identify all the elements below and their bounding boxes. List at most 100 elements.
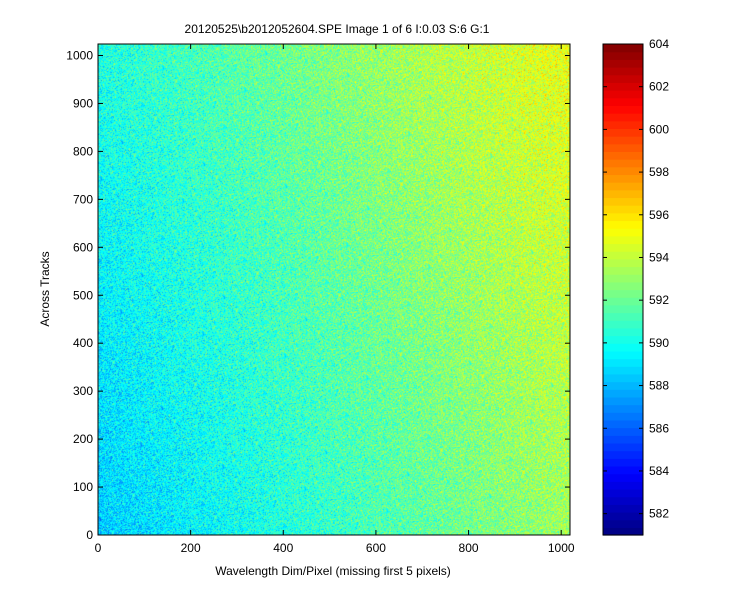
colorbar-step xyxy=(603,105,643,114)
y-tick-label: 100 xyxy=(73,480,93,494)
colorbar-step xyxy=(603,159,643,168)
colorbar-step xyxy=(603,419,643,429)
colorbar: 582 584 586 588 590 592 594 596 598 600 602 604 xyxy=(602,37,669,536)
colorbar-step xyxy=(603,396,643,406)
colorbar-step xyxy=(603,97,643,106)
colorbar-tick-label: 594 xyxy=(649,250,669,264)
colorbar-axis: 582 584 586 588 590 592 594 596 598 600 602 604 xyxy=(603,37,669,521)
plot-area: 0 200 400 600 800 1000 0 100 200 300 400 500 600 700… xyxy=(66,43,575,555)
colorbar-step xyxy=(603,90,643,99)
colorbar-step xyxy=(603,74,643,83)
colorbar-tick-label: 588 xyxy=(649,379,669,393)
y-tick-label: 200 xyxy=(73,432,93,446)
colorbar-step xyxy=(603,320,643,329)
y-tick-label: 400 xyxy=(73,336,93,350)
colorbar-step xyxy=(603,189,643,199)
y-tick-label: 1000 xyxy=(66,49,93,63)
colorbar-frame xyxy=(602,43,644,536)
colorbar-step xyxy=(603,197,643,206)
colorbar-step xyxy=(603,504,643,513)
colorbar-step xyxy=(603,44,643,53)
colorbar-step xyxy=(603,128,643,137)
y-tick-label: 800 xyxy=(73,144,93,158)
y-tick-label: 500 xyxy=(73,288,93,302)
colorbar-step xyxy=(603,496,643,505)
colorbar-step xyxy=(603,143,643,153)
colorbar-step xyxy=(603,511,643,521)
colorbar-tick-label: 604 xyxy=(649,37,669,51)
colorbar-step xyxy=(603,335,643,344)
x-tick-label: 200 xyxy=(181,541,201,555)
y-tick-label: 600 xyxy=(73,240,93,254)
colorbar-step xyxy=(603,450,643,459)
colorbar-step xyxy=(603,343,643,352)
colorbar-step xyxy=(603,381,643,390)
colorbar-step xyxy=(603,82,643,91)
colorbar-step xyxy=(603,350,643,360)
colorbar-step xyxy=(603,228,643,237)
colorbar-step xyxy=(603,519,643,528)
colorbar-tick-label: 598 xyxy=(649,165,669,179)
colorbar-step xyxy=(603,151,643,160)
colorbar-step xyxy=(603,304,643,314)
colorbar-step xyxy=(603,465,643,475)
x-tick-label: 400 xyxy=(273,541,293,555)
colorbar-step xyxy=(603,366,643,375)
y-axis-label: Across Tracks xyxy=(38,251,52,326)
colorbar-step xyxy=(603,120,643,129)
colorbar-gradient xyxy=(603,44,643,536)
x-axis-label: Wavelength Dim/Pixel (missing first 5 pi… xyxy=(215,564,451,578)
colorbar-step xyxy=(603,389,643,398)
colorbar-step xyxy=(603,174,643,183)
colorbar-step xyxy=(603,427,643,436)
colorbar-step xyxy=(603,442,643,452)
colorbar-tick-label: 596 xyxy=(649,208,669,222)
colorbar-tick-label: 582 xyxy=(649,507,669,521)
x-tick-label: 600 xyxy=(366,541,386,555)
colorbar-step xyxy=(603,473,643,482)
colorbar-step xyxy=(603,281,643,291)
colorbar-step xyxy=(603,297,643,306)
x-tick-label: 1000 xyxy=(548,541,575,555)
colorbar-step xyxy=(603,435,643,444)
x-axis: 0 200 400 600 800 1000 xyxy=(95,44,575,555)
colorbar-tick-label: 586 xyxy=(649,421,669,435)
colorbar-step xyxy=(603,51,643,60)
colorbar-step xyxy=(603,235,643,245)
colorbar-step xyxy=(603,289,643,298)
y-tick-label: 900 xyxy=(73,96,93,110)
colorbar-step xyxy=(603,527,643,536)
colorbar-step xyxy=(603,373,643,383)
heatmap-image xyxy=(98,44,570,535)
colorbar-tick-label: 600 xyxy=(649,122,669,136)
colorbar-step xyxy=(603,212,643,222)
x-tick-label: 800 xyxy=(459,541,479,555)
colorbar-tick-label: 592 xyxy=(649,293,669,307)
colorbar-step xyxy=(603,166,643,176)
y-tick-label: 0 xyxy=(86,528,93,542)
colorbar-step xyxy=(603,404,643,413)
colorbar-step xyxy=(603,220,643,229)
colorbar-tick-label: 590 xyxy=(649,336,669,350)
colorbar-tick-label: 584 xyxy=(649,464,669,478)
colorbar-step xyxy=(603,266,643,275)
colorbar-step xyxy=(603,205,643,214)
colorbar-step xyxy=(603,113,643,122)
colorbar-step xyxy=(603,458,643,467)
colorbar-step xyxy=(603,258,643,268)
colorbar-step xyxy=(603,59,643,68)
x-tick-label: 0 xyxy=(95,541,102,555)
y-tick-label: 700 xyxy=(73,192,93,206)
colorbar-step xyxy=(603,488,643,498)
colorbar-step xyxy=(603,251,643,260)
colorbar-step xyxy=(603,327,643,337)
y-axis: 0 100 200 300 400 500 600 700 800 900 1000 xyxy=(66,49,570,542)
colorbar-step xyxy=(603,67,643,76)
plot-frame xyxy=(97,43,571,536)
colorbar-step xyxy=(603,412,643,421)
colorbar-step xyxy=(603,481,643,490)
colorbar-step xyxy=(603,312,643,321)
colorbar-step xyxy=(603,274,643,283)
colorbar-step xyxy=(603,358,643,367)
